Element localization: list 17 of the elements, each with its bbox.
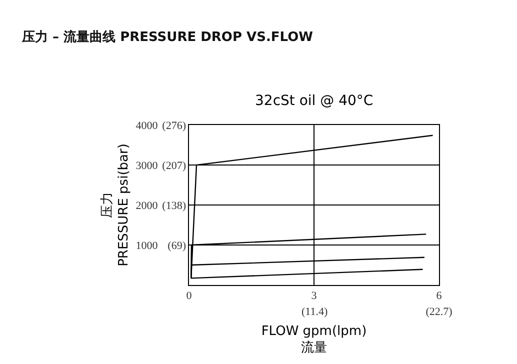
x2-tick-label: (22.7) bbox=[426, 306, 453, 318]
y-tick-label: 2000 bbox=[136, 200, 158, 212]
x-tick-label: 0 bbox=[186, 290, 192, 302]
y-tick-label: 3000 bbox=[136, 160, 158, 172]
y-tick-label: 4000 bbox=[136, 120, 158, 132]
y-axis-title: 压力 PRESSURE psi(bar) bbox=[100, 144, 132, 266]
y2-tick-label: (207) bbox=[162, 160, 186, 172]
chart-subtitle: 32cSt oil @ 40°C bbox=[255, 93, 374, 109]
y2-tick-label: (138) bbox=[162, 200, 186, 212]
x2-tick-label: (11.4) bbox=[301, 306, 328, 318]
y2-tick-label: (69) bbox=[168, 240, 186, 252]
chart-title: 压力 – 流量曲线 PRESSURE DROP VS.FLOW bbox=[21, 29, 313, 45]
y-tick-label: 1000 bbox=[136, 240, 158, 252]
x-tick-label: 6 bbox=[436, 290, 442, 302]
x-axis-title: FLOW gpm(lpm) 流量 bbox=[261, 324, 367, 356]
y2-tick-label: (276) bbox=[162, 120, 186, 132]
x-tick-label: 3 bbox=[311, 290, 318, 302]
